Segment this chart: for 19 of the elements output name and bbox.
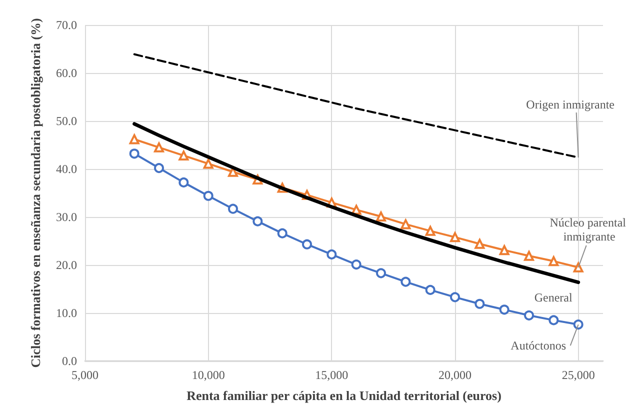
y-tick-label: 60.0: [56, 66, 77, 80]
y-axis-title: Ciclos formativos en enseñanza secundaria postobligatoria (%): [28, 18, 43, 368]
text: Origen inmigrante: [526, 97, 614, 112]
y-tick-label: 40.0: [56, 162, 77, 176]
series-label: Autóctonos: [510, 338, 566, 353]
series-label: General: [534, 290, 573, 304]
y-tick-label: 0.0: [62, 354, 77, 368]
y-tick-label: 50.0: [56, 114, 77, 128]
x-tick-label: 25,000: [562, 368, 595, 382]
series-label: Núcleo parental inmigrante: [550, 215, 628, 244]
y-tick-label: 10.0: [56, 306, 77, 320]
y-tick-label: 30.0: [56, 210, 77, 224]
y-tick-label: 20.0: [56, 258, 77, 272]
x-tick-label: 5,000: [72, 368, 98, 382]
x-axis-title: Renta familiar per cápita en la Unidad territorial (euros): [186, 388, 502, 403]
y-tick-label: 70.0: [56, 18, 77, 32]
x-tick-label: 10,000: [192, 368, 225, 382]
x-tick-label: 20,000: [438, 368, 472, 382]
x-tick-label: 15,000: [315, 368, 348, 382]
